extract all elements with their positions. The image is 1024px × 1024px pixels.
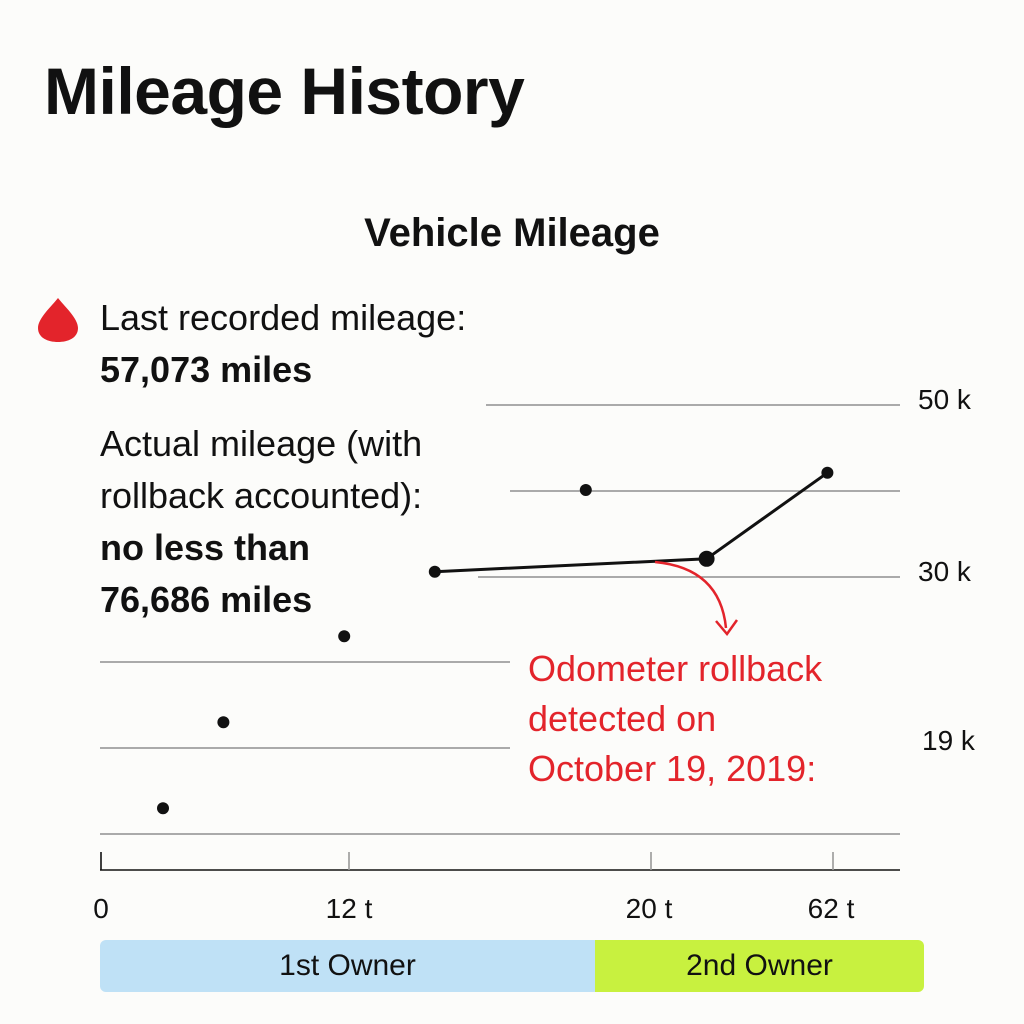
x-tick-labels: 0 12 t 20 t 62 t (93, 893, 854, 924)
data-points (157, 466, 834, 815)
ownership-timeline: 1st Owner 2nd Owner (100, 940, 924, 992)
annotation-line: Odometer rollback (528, 648, 823, 689)
rollback-arrow (654, 560, 728, 629)
data-point (338, 630, 351, 643)
data-point (821, 466, 834, 479)
x-tick-label: 62 t (808, 893, 855, 924)
y-tick-label: 30 k (918, 556, 972, 587)
x-tick-label: 20 t (626, 893, 673, 924)
y-tick-labels: 50 k 30 k 19 k (918, 384, 976, 756)
x-tick-label: 0 (93, 893, 109, 924)
data-point (157, 802, 169, 815)
y-tick-label: 50 k (918, 384, 972, 415)
actual-mileage-value-line1: no less than (100, 527, 311, 568)
owner-2-segment: 2nd Owner (595, 940, 924, 992)
actual-mileage-label-line2: rollback accounted): (100, 475, 423, 516)
rollback-annotation: Odometer rollback detected on October 19… (528, 644, 888, 794)
rollback-point (698, 550, 715, 567)
drop-icon (38, 298, 78, 342)
data-point (217, 716, 230, 729)
last-mileage-label: Last recorded mileage: (100, 297, 467, 338)
chart-title: Vehicle Mileage (364, 211, 660, 255)
data-point (579, 484, 592, 496)
x-axis (100, 852, 900, 871)
x-tick-label: 12 t (326, 893, 373, 924)
last-mileage-value: 57,073 miles (100, 349, 313, 390)
gridlines (100, 404, 900, 835)
data-point (428, 565, 441, 578)
annotation-line: detected on (528, 698, 717, 739)
actual-mileage-label-line1: Actual mileage (with (100, 423, 423, 464)
page-title: Mileage History (44, 54, 525, 128)
y-tick-label: 19 k (922, 725, 976, 756)
rollback-arrow-head (715, 619, 739, 637)
mileage-series-line (434, 471, 829, 574)
annotation-line: October 19, 2019: (528, 748, 817, 789)
owner-1-segment: 1st Owner (100, 940, 595, 992)
actual-mileage-value-line2: 76,686 miles (100, 579, 313, 620)
